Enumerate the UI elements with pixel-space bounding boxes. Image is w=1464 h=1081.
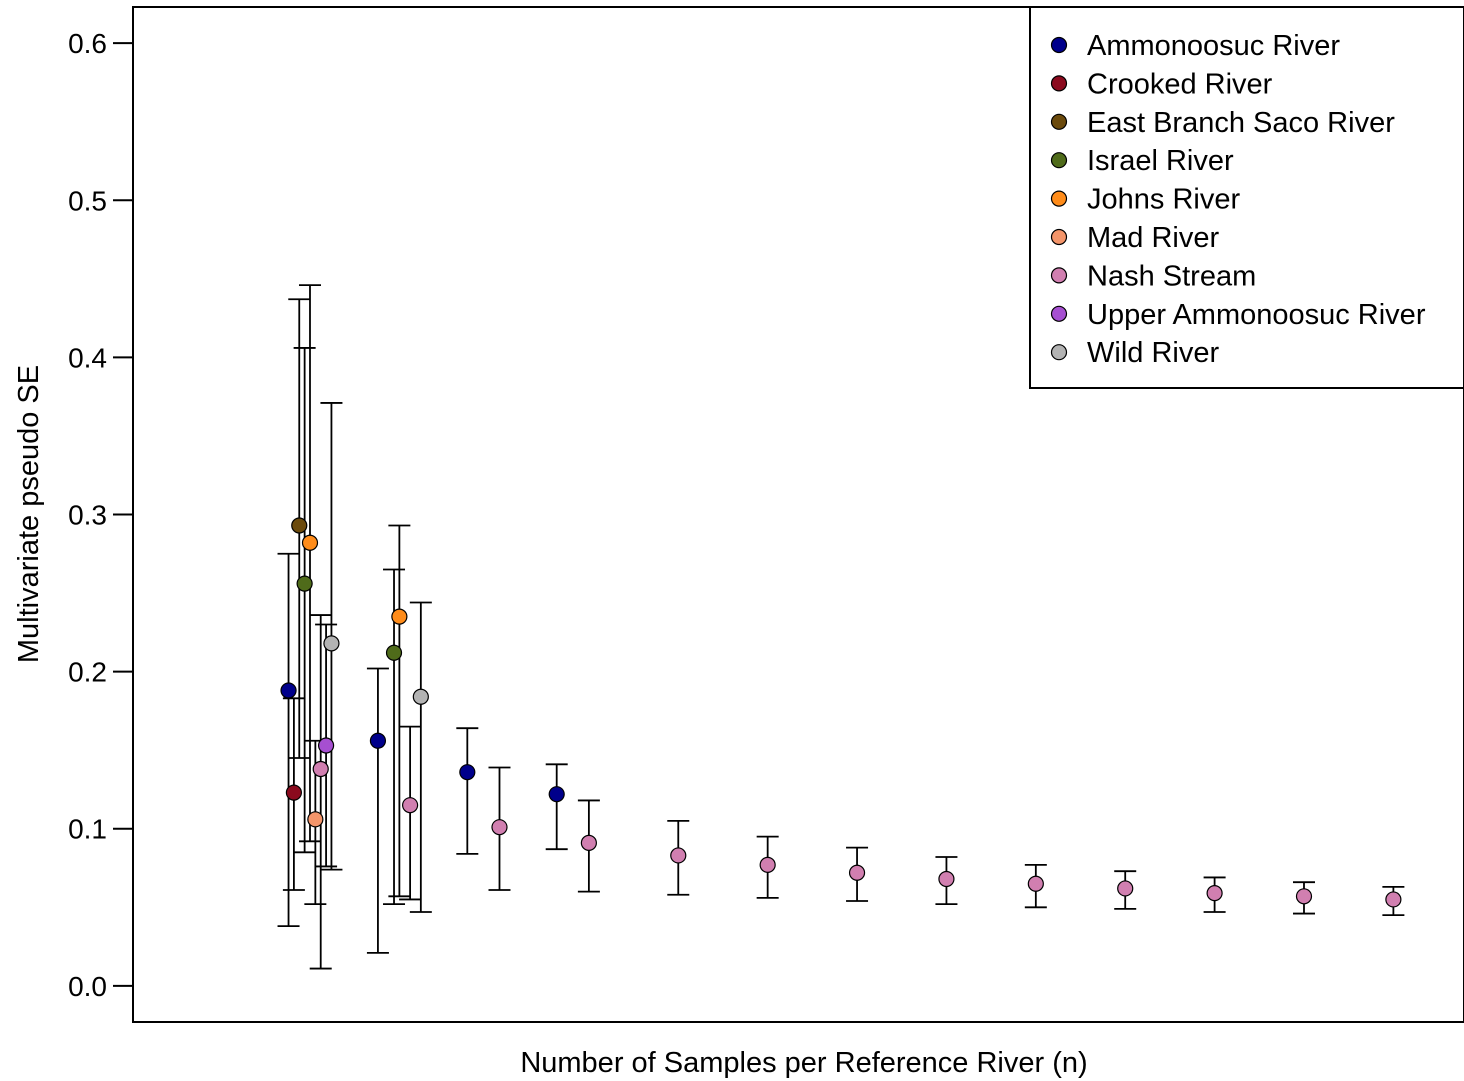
error-bar: [309, 614, 332, 970]
y-tick-label: 0.4: [68, 342, 107, 373]
y-tick-label: 0.1: [68, 814, 107, 845]
data-point: [491, 819, 508, 836]
data-point: [385, 644, 403, 661]
legend-marker: [1050, 190, 1068, 207]
data-point: [580, 834, 597, 851]
data-point: [312, 760, 329, 778]
data-point: [670, 847, 687, 864]
legend-item: Ammonoosuc River: [1050, 30, 1340, 62]
y-tick-label: 0.2: [68, 657, 107, 688]
legend-item: East Branch Saco River: [1050, 107, 1395, 139]
data-point: [848, 864, 866, 881]
data-point: [1027, 875, 1044, 892]
data-marks: [277, 284, 1405, 970]
data-point: [280, 682, 297, 699]
data-point: [323, 635, 340, 652]
legend-item: Wild River: [1050, 337, 1219, 369]
legend-frame: [1029, 6, 1464, 389]
data-point: [285, 784, 302, 801]
legend-label: Mad River: [1087, 222, 1219, 254]
data-point: [548, 786, 565, 803]
legend-marker: [1050, 228, 1068, 246]
data-point: [317, 737, 335, 754]
data-point: [459, 764, 476, 781]
y-axis-label: Multivariate pseudo SE: [13, 365, 45, 663]
data-point: [1206, 885, 1223, 902]
error-bar: [545, 763, 568, 851]
data-point: [301, 534, 319, 551]
y-tick-label: 0.5: [68, 185, 107, 216]
legend: Ammonoosuc River Crooked River East Branch…: [1029, 6, 1464, 389]
data-point: [412, 688, 429, 705]
error-bar: [366, 667, 389, 954]
y-tick-label: 0.6: [68, 28, 107, 59]
legend-item: Nash Stream: [1050, 260, 1256, 292]
data-point: [291, 517, 308, 534]
data-point: [391, 608, 408, 625]
legend-label: East Branch Saco River: [1087, 107, 1395, 139]
legend-item: Upper Ammonoosuc River: [1050, 299, 1426, 331]
legend-label: Ammonoosuc River: [1087, 30, 1340, 62]
legend-marker: [1050, 113, 1068, 130]
data-point: [369, 732, 387, 749]
legend-label: Wild River: [1087, 337, 1219, 369]
error-bar: [277, 552, 300, 928]
legend-marker: [1050, 305, 1068, 322]
error-bar: [383, 568, 406, 906]
legend-item: Johns River: [1050, 184, 1240, 216]
legend-item: Crooked River: [1050, 68, 1273, 100]
data-point: [296, 575, 313, 592]
legend-item: Israel River: [1050, 145, 1234, 177]
data-point: [1385, 891, 1402, 908]
error-bar: [388, 524, 411, 898]
y-tick-label: 0.0: [68, 971, 107, 1002]
legend-marker: [1050, 152, 1068, 169]
error-bar: [409, 601, 432, 913]
data-point: [759, 856, 776, 873]
legend-label: Israel River: [1087, 145, 1234, 177]
data-point: [307, 811, 324, 828]
error-bar: [456, 727, 479, 855]
data-point: [1295, 888, 1313, 905]
legend-marker: [1050, 267, 1068, 284]
error-bar: [298, 284, 321, 843]
legend-label: Crooked River: [1087, 68, 1273, 100]
legend-marker: [1050, 75, 1068, 92]
legend-label: Upper Ammonoosuc River: [1087, 299, 1426, 331]
y-tick-label: 0.3: [68, 500, 107, 531]
legend-marker: [1050, 344, 1068, 361]
legend-label: Nash Stream: [1087, 260, 1256, 292]
legend-marker: [1050, 36, 1068, 54]
data-point: [1117, 880, 1134, 897]
legend-label: Johns River: [1087, 184, 1240, 216]
error-bar: [293, 347, 316, 854]
x-axis-label: Number of Samples per Reference River (n…: [520, 1047, 1087, 1079]
y-axis: 0.0 0.1 0.2 0.3 0.4 0.5 0.6: [68, 28, 134, 1002]
data-point: [938, 870, 955, 888]
data-point: [402, 797, 419, 814]
legend-item: Mad River: [1050, 222, 1219, 254]
